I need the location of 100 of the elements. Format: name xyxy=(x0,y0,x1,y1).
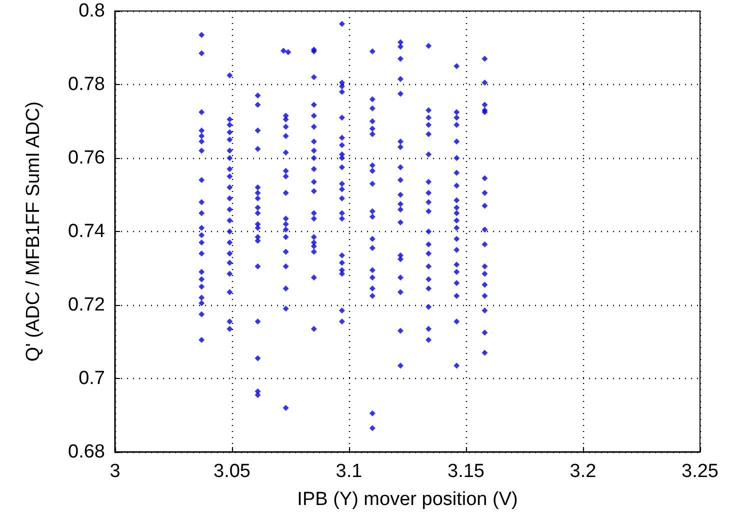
point xyxy=(226,260,233,266)
point xyxy=(397,56,404,62)
point xyxy=(282,216,289,222)
point xyxy=(454,170,460,176)
point xyxy=(254,195,261,202)
point xyxy=(338,216,345,222)
y-tick-label: 0.68 xyxy=(68,442,105,462)
point xyxy=(338,186,345,192)
point xyxy=(338,252,345,258)
point xyxy=(282,149,289,156)
point xyxy=(226,72,233,78)
point xyxy=(198,336,205,343)
point xyxy=(397,328,404,334)
point xyxy=(226,173,233,180)
point xyxy=(198,240,205,246)
point xyxy=(226,217,233,224)
point xyxy=(254,392,261,398)
point xyxy=(454,280,460,286)
point xyxy=(254,127,261,134)
point xyxy=(282,226,289,233)
point xyxy=(282,132,289,139)
point xyxy=(310,326,317,332)
point xyxy=(280,48,286,54)
point xyxy=(426,42,432,49)
point xyxy=(369,118,376,124)
point xyxy=(310,166,317,172)
y-tick-label: 0.7 xyxy=(78,368,105,389)
point xyxy=(254,184,261,190)
point xyxy=(369,425,376,432)
point xyxy=(369,131,376,138)
point xyxy=(198,224,205,231)
point xyxy=(226,326,233,332)
point xyxy=(226,228,233,234)
y-tick-label: 0.72 xyxy=(68,294,105,316)
point xyxy=(226,240,233,246)
point xyxy=(454,236,460,242)
point xyxy=(369,274,376,280)
point xyxy=(282,234,289,240)
point xyxy=(198,148,205,154)
point xyxy=(454,268,460,275)
point xyxy=(369,180,376,187)
point xyxy=(254,146,261,152)
point xyxy=(482,270,488,277)
point xyxy=(338,210,345,216)
point xyxy=(369,214,376,220)
point xyxy=(282,263,289,270)
point xyxy=(482,102,488,108)
point xyxy=(310,124,317,130)
point xyxy=(482,241,488,248)
point xyxy=(369,168,376,174)
point xyxy=(338,155,345,161)
point xyxy=(310,155,317,161)
point xyxy=(338,195,345,202)
point xyxy=(254,238,261,244)
point xyxy=(426,276,432,282)
point xyxy=(454,217,460,224)
point xyxy=(369,208,376,214)
point xyxy=(310,102,317,108)
x-axis-title: IPB (Y) mover position (V) xyxy=(297,489,518,510)
point xyxy=(310,248,317,255)
point xyxy=(369,162,376,168)
point xyxy=(338,20,345,27)
point xyxy=(426,151,432,158)
x-tick-label: 3.25 xyxy=(682,461,718,482)
point xyxy=(310,216,317,222)
point xyxy=(254,318,261,325)
point xyxy=(426,285,432,292)
point xyxy=(454,155,460,161)
point xyxy=(454,210,460,216)
point xyxy=(226,116,233,122)
point xyxy=(397,138,404,144)
point xyxy=(454,63,460,70)
x-tick-label: 3.2 xyxy=(570,461,596,482)
y-tick-label: 0.78 xyxy=(68,74,105,95)
point xyxy=(369,292,376,299)
point xyxy=(254,92,261,99)
point xyxy=(338,318,345,325)
point xyxy=(338,164,345,170)
point xyxy=(310,234,317,240)
point xyxy=(397,206,404,212)
point xyxy=(482,175,488,182)
point xyxy=(226,129,233,136)
point xyxy=(397,200,404,207)
point xyxy=(198,50,205,56)
point xyxy=(369,96,376,102)
y-tick-label: 0.8 xyxy=(78,0,105,22)
point xyxy=(198,127,205,134)
point xyxy=(454,204,460,211)
point xyxy=(198,177,205,184)
point xyxy=(310,188,317,194)
point xyxy=(198,250,205,257)
point xyxy=(338,180,345,187)
point xyxy=(254,204,261,211)
point xyxy=(338,83,345,90)
point xyxy=(310,148,317,154)
point xyxy=(426,199,432,206)
point xyxy=(397,44,404,50)
point xyxy=(397,274,404,280)
point xyxy=(369,105,376,112)
point xyxy=(338,260,345,266)
